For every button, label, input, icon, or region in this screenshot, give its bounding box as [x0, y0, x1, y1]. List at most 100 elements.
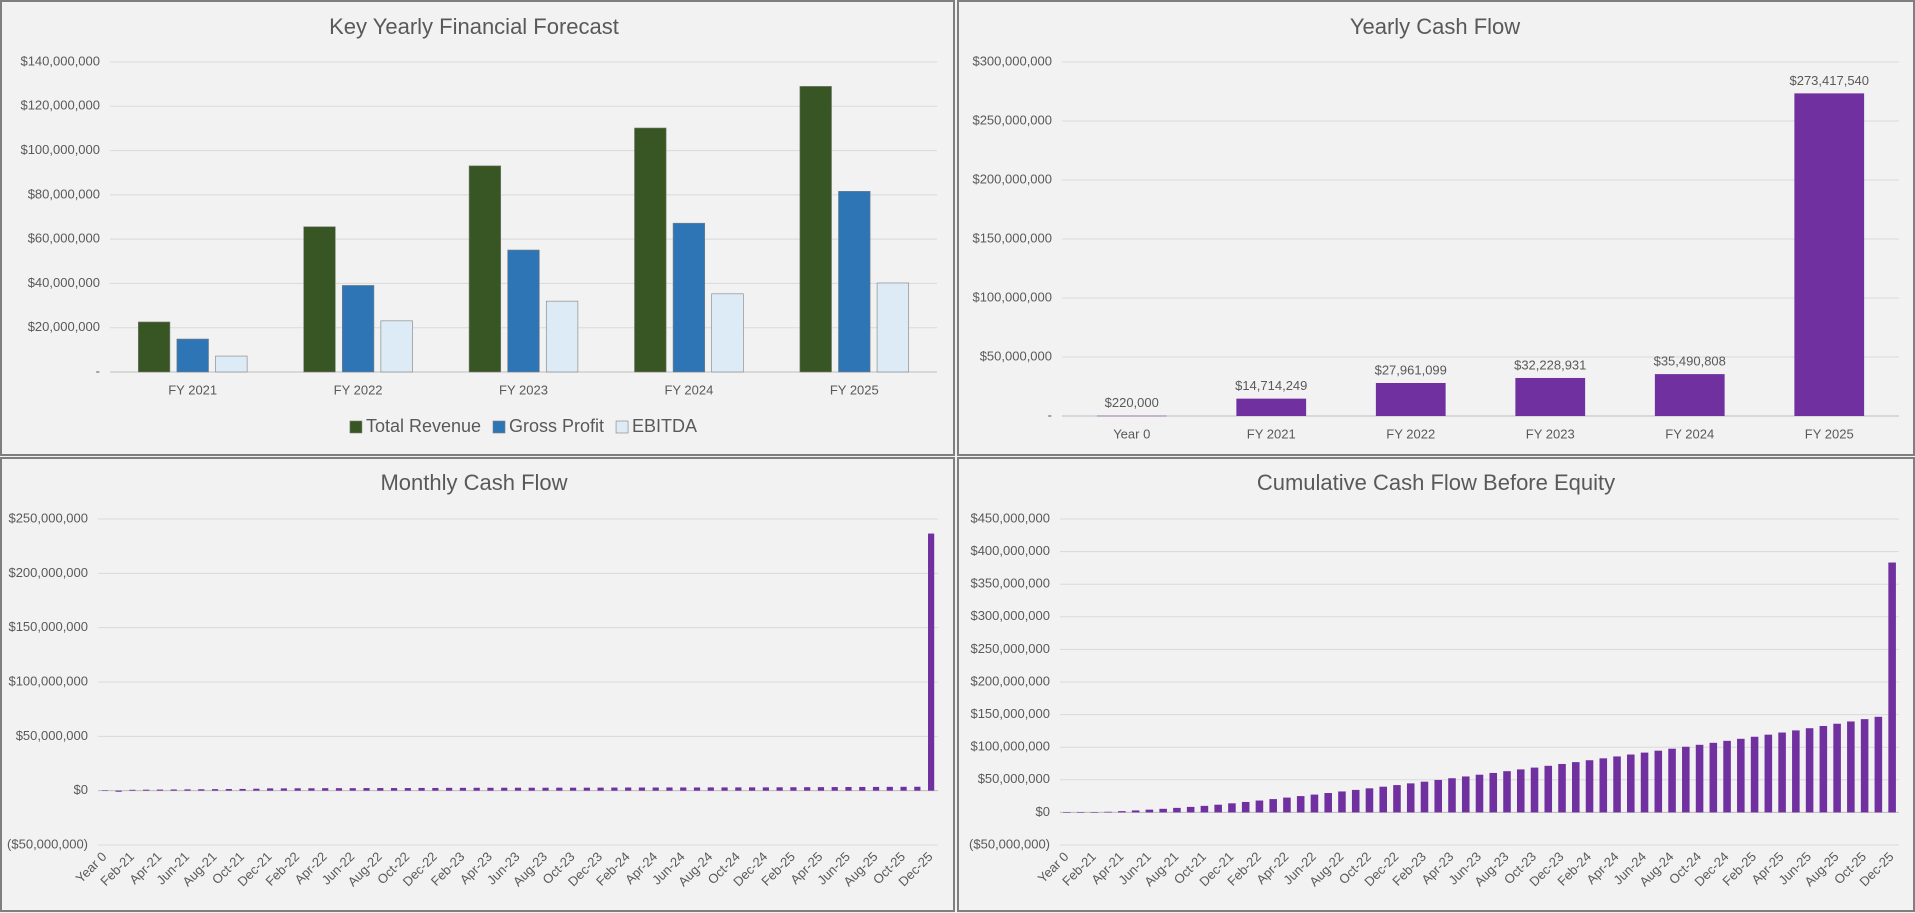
bar — [280, 788, 287, 791]
bar — [487, 787, 494, 791]
y-tick-label: $400,000,000 — [970, 543, 1050, 558]
bar — [900, 786, 907, 791]
chart-title: Key Yearly Financial Forecast — [329, 14, 619, 39]
bar — [1654, 374, 1725, 416]
bar — [432, 787, 439, 791]
bar — [468, 165, 502, 373]
bar — [1792, 730, 1800, 813]
x-tick-label: FY 2024 — [1665, 426, 1714, 441]
bar — [1695, 744, 1704, 813]
y-tick-label: - — [96, 363, 100, 378]
bar — [1173, 807, 1181, 813]
bar — [928, 533, 935, 791]
bar — [583, 787, 590, 791]
data-label: $14,714,249 — [1235, 378, 1307, 393]
bar — [666, 787, 673, 791]
y-tick-label: $60,000,000 — [28, 231, 100, 246]
x-tick-label: FY 2021 — [168, 382, 217, 397]
bar — [749, 787, 756, 791]
bar — [1682, 746, 1690, 813]
bar — [349, 788, 356, 791]
legend-label: EBITDA — [632, 416, 697, 436]
bar — [1764, 734, 1773, 813]
bar — [239, 788, 246, 791]
bar — [638, 787, 646, 791]
y-tick-label: $200,000,000 — [8, 565, 88, 580]
bar — [831, 787, 838, 791]
bar — [1503, 771, 1511, 813]
bar — [1737, 738, 1745, 813]
y-tick-label: $150,000,000 — [8, 619, 88, 634]
bar — [569, 787, 577, 791]
bar — [1571, 762, 1580, 813]
bar — [1585, 760, 1594, 813]
bar — [1874, 716, 1883, 813]
bar — [1750, 736, 1759, 813]
bar — [1515, 377, 1586, 416]
bar — [886, 786, 893, 791]
bar — [176, 338, 209, 373]
y-tick-label: $150,000,000 — [972, 230, 1052, 245]
bar — [1640, 752, 1649, 813]
bar — [776, 787, 783, 791]
bar — [721, 787, 728, 791]
bar — [1723, 740, 1731, 813]
bar — [1159, 808, 1167, 813]
bar — [1613, 756, 1621, 813]
chart-title: Cumulative Cash Flow Before Equity — [1257, 470, 1615, 495]
bar — [446, 787, 453, 791]
y-tick-label: $50,000,000 — [980, 348, 1052, 363]
bar — [198, 789, 205, 791]
y-tick-label: $450,000,000 — [970, 510, 1050, 525]
bar — [1489, 772, 1498, 813]
data-label: $220,000 — [1105, 395, 1159, 410]
bar — [1096, 415, 1167, 417]
y-tick-label: - — [1048, 407, 1052, 422]
x-tick-label: FY 2024 — [664, 382, 713, 397]
y-tick-label: $40,000,000 — [28, 275, 100, 290]
x-tick-label: FY 2021 — [1247, 426, 1296, 441]
x-tick-label: FY 2023 — [1526, 426, 1575, 441]
legend-swatch — [492, 420, 506, 434]
y-tick-label: $100,000,000 — [970, 739, 1050, 754]
bar — [390, 788, 398, 791]
bar — [459, 787, 467, 791]
bar — [845, 787, 852, 791]
bar — [322, 788, 329, 791]
y-tick-label: $100,000,000 — [972, 289, 1052, 304]
bar — [1365, 788, 1374, 813]
y-tick-label: $50,000,000 — [978, 771, 1050, 786]
bar — [1819, 725, 1828, 813]
legend-label: Total Revenue — [366, 416, 481, 436]
data-label: $32,228,931 — [1514, 357, 1586, 372]
bar — [1530, 767, 1539, 813]
data-label: $35,490,808 — [1654, 354, 1726, 369]
chart-title: Yearly Cash Flow — [1350, 14, 1520, 39]
bar — [1434, 779, 1443, 813]
y-tick-label: $200,000,000 — [970, 673, 1050, 688]
bar — [1090, 812, 1099, 813]
y-tick-label: ($50,000,000) — [7, 836, 88, 851]
bar — [804, 787, 811, 791]
bar — [211, 789, 219, 791]
y-tick-label: $250,000,000 — [970, 641, 1050, 656]
y-tick-label: ($50,000,000) — [969, 836, 1050, 851]
bar — [294, 788, 301, 791]
x-tick-label: FY 2025 — [1805, 426, 1854, 441]
bar — [1833, 723, 1841, 813]
bar — [838, 191, 871, 373]
bar — [380, 320, 413, 373]
bar — [267, 788, 274, 791]
chart-title: Monthly Cash Flow — [380, 470, 567, 495]
bar — [1475, 774, 1484, 813]
x-tick-label: FY 2022 — [334, 382, 383, 397]
bar — [253, 788, 260, 791]
y-tick-label: $0 — [1036, 804, 1050, 819]
data-label: $27,961,099 — [1375, 362, 1447, 377]
bar — [625, 787, 632, 791]
bar — [1406, 783, 1415, 813]
legend-label: Gross Profit — [509, 416, 604, 436]
panel-frame — [957, 457, 1915, 912]
bar — [1131, 810, 1140, 813]
